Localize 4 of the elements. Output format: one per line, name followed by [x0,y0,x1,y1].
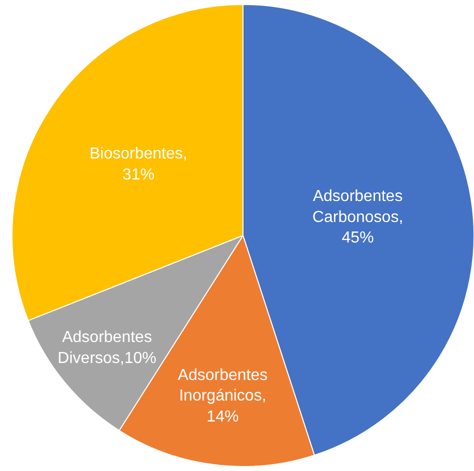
slice-label: Adsorbentes Inorgánicos, 14% [178,366,268,426]
slice-label: Biosorbentes, 31% [90,146,188,184]
slice-label: Adsorbentes Diversos,10% [58,329,156,367]
slice-label: Adsorbentes Carbonosos, 45% [312,188,404,247]
